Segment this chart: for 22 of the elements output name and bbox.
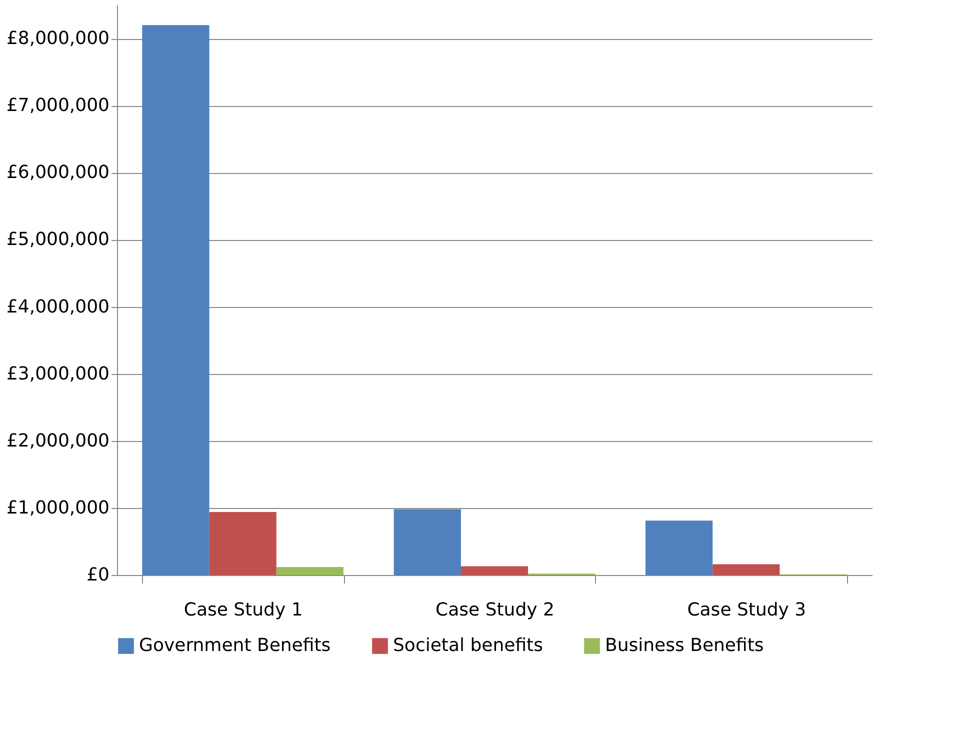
y-tick-label: £0 <box>86 564 110 586</box>
x-tick-label: Case Study 2 <box>436 600 554 620</box>
bar <box>394 509 461 575</box>
y-tick-label: £7,000,000 <box>6 95 110 116</box>
y-tick-label: £3,000,000 <box>6 363 110 384</box>
y-tick-label: £2,000,000 <box>6 430 110 452</box>
bar <box>460 566 528 575</box>
y-tick-label: £4,000,000 <box>6 296 110 318</box>
x-tick-label: Case Study 1 <box>184 600 303 620</box>
y-tick-label: £8,000,000 <box>6 28 110 50</box>
y-tick-label: £1,000,000 <box>6 497 110 518</box>
bar <box>646 520 713 575</box>
y-tick-label: £6,000,000 <box>6 162 110 184</box>
bar <box>142 25 210 575</box>
bar <box>276 566 344 575</box>
bar <box>712 564 780 575</box>
legend-label: Business Benefits <box>605 635 764 656</box>
legend-label: Societal benefits <box>393 635 543 656</box>
legend-label: Government Benefits <box>139 635 331 656</box>
bar <box>209 512 276 575</box>
x-tick-label: Case Study 3 <box>687 600 806 620</box>
y-tick-label: £5,000,000 <box>6 229 110 250</box>
